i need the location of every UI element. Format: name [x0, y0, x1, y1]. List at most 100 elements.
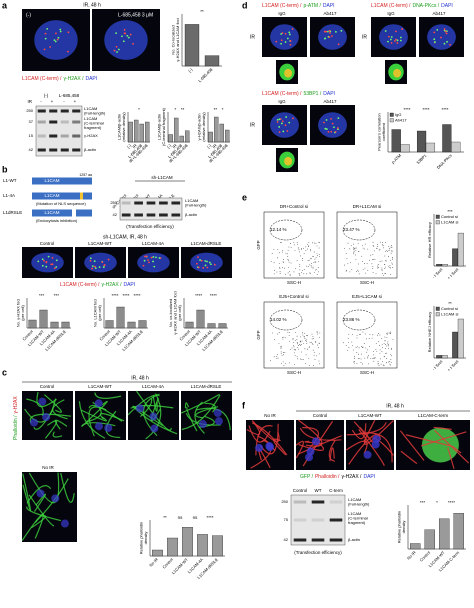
- fiber: [28, 472, 60, 504]
- event: [288, 260, 289, 261]
- event: [312, 255, 314, 257]
- event: [361, 346, 363, 347]
- event: [294, 250, 296, 252]
- nucleus: [51, 494, 60, 503]
- label: DR+Control si: [280, 204, 308, 209]
- legend-label: IgG: [395, 112, 401, 117]
- nucleus: [198, 420, 207, 429]
- event: [282, 338, 284, 340]
- event: [375, 273, 377, 275]
- event: [380, 241, 381, 243]
- axis-label: (per cell): [97, 305, 102, 321]
- event: [352, 243, 354, 245]
- event: [297, 243, 299, 245]
- nucleus: [94, 399, 103, 408]
- event: [289, 340, 290, 342]
- event: [276, 271, 278, 273]
- event: [282, 361, 284, 363]
- panel-label: b: [2, 164, 8, 174]
- event: [296, 260, 298, 261]
- caption: L1CAM (C-term) /53BP1 /DAPI: [262, 91, 335, 97]
- event: [287, 272, 289, 274]
- event: [300, 272, 302, 274]
- event: [345, 344, 347, 346]
- caption-part: L1CAM (C-term) /: [22, 76, 62, 82]
- event: [311, 343, 313, 345]
- significance: ****: [403, 107, 410, 112]
- event: [376, 247, 378, 249]
- blot-band: [37, 109, 46, 113]
- focus: [53, 39, 56, 42]
- blot-band: [134, 201, 143, 205]
- focus: [199, 259, 202, 261]
- legend-label: Control si: [441, 214, 458, 219]
- bar: [174, 117, 179, 143]
- band-label: β-actin: [84, 147, 96, 152]
- focus: [67, 31, 70, 34]
- event: [311, 266, 313, 268]
- event: [374, 259, 376, 260]
- blot-band: [159, 213, 168, 217]
- label: (-): [26, 12, 31, 18]
- event: [385, 242, 386, 243]
- fiber: [60, 472, 75, 503]
- event: [301, 270, 303, 272]
- focus: [325, 128, 328, 130]
- label: 250: [281, 499, 288, 504]
- label: L-685,458: [59, 93, 80, 98]
- event: [312, 349, 314, 351]
- event: [306, 340, 307, 342]
- significance: ****: [210, 293, 217, 298]
- event: [362, 268, 364, 270]
- category-label: Control: [419, 550, 432, 563]
- label: 42: [29, 147, 34, 152]
- event: [381, 260, 383, 262]
- caption-part: L1CAM (C-term) /: [371, 3, 411, 9]
- focus: [208, 261, 211, 264]
- focus: [433, 31, 436, 34]
- caption-part: γ-H2AX /: [63, 76, 84, 82]
- event: [348, 333, 350, 335]
- event: [342, 342, 344, 344]
- label: 4A: [156, 193, 163, 200]
- focus: [46, 27, 49, 30]
- event: [367, 356, 369, 358]
- focus: [91, 265, 94, 268]
- caption-part: DAPI: [323, 3, 335, 9]
- event: [391, 355, 392, 357]
- blot-band: [37, 120, 46, 124]
- significance: *: [222, 107, 224, 112]
- event: [372, 266, 374, 267]
- event: [386, 352, 388, 354]
- event: [373, 358, 375, 360]
- focus: [145, 255, 148, 258]
- event: [381, 344, 383, 346]
- bar: [168, 134, 173, 143]
- focus: [401, 28, 404, 30]
- event: [280, 348, 282, 350]
- significance: ns: [178, 515, 184, 520]
- event: [372, 241, 374, 243]
- label: WT: [315, 488, 322, 493]
- label: IR, 48 h: [131, 375, 149, 381]
- focus: [116, 51, 118, 53]
- focus: [200, 259, 203, 262]
- label: 23.86 %: [343, 317, 360, 322]
- nucleus: [38, 397, 47, 406]
- event: [386, 345, 388, 347]
- event: [277, 333, 278, 335]
- label: IR, 48 h: [386, 403, 404, 409]
- event: [298, 345, 299, 346]
- blot-band: [329, 518, 343, 522]
- bar: [441, 264, 448, 267]
- label: 37: [29, 119, 34, 124]
- focus: [132, 42, 134, 45]
- blot-band: [171, 213, 181, 217]
- event: [388, 256, 389, 257]
- label: L1CAM-C-term: [418, 413, 449, 418]
- event: [356, 334, 358, 336]
- event: [347, 338, 349, 339]
- label: 42: [284, 537, 289, 542]
- event: [301, 260, 303, 262]
